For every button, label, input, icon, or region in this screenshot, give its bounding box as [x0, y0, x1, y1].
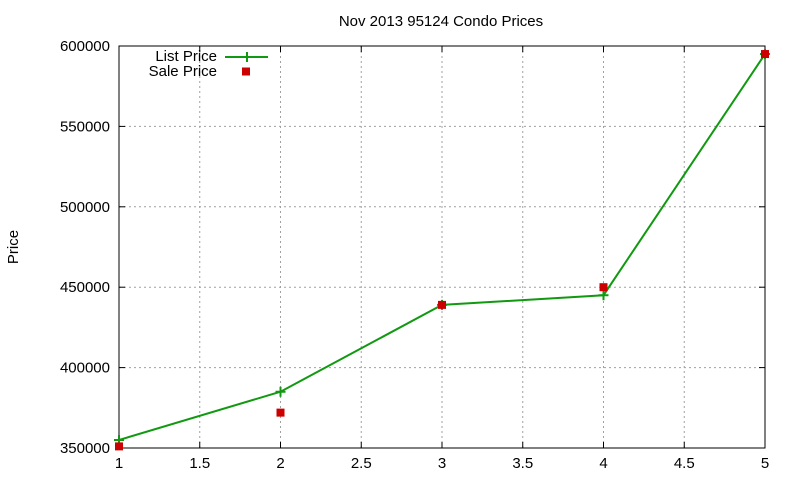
legend-label-list-price: List Price: [155, 48, 217, 65]
sale-price-point: [276, 408, 285, 417]
y-axis-label: Price: [5, 230, 22, 264]
legend-square-marker: [242, 67, 250, 76]
axis-ticks: 1 1.5 2 2.5 3 3.5 4 4.5 5 350000 400000 450000 50000…: [60, 38, 769, 472]
x-tick-label: 1: [115, 455, 123, 472]
legend-entry-sale-price: Sale Price: [149, 63, 250, 80]
x-tick-label: 1.5: [189, 455, 210, 472]
list-price-point: [598, 290, 609, 301]
sale-price-point: [599, 283, 608, 292]
y-tick-label: 400000: [60, 360, 110, 377]
list-price-point: [275, 386, 286, 397]
legend-label-sale-price: Sale Price: [149, 63, 217, 80]
sale-price-point: [761, 50, 769, 59]
sale-price-point: [115, 442, 123, 451]
legend: List Price Sale Price: [149, 48, 268, 80]
y-tick-label: 500000: [60, 199, 110, 216]
x-tick-label: 4.5: [674, 455, 695, 472]
x-tick-label: 3: [438, 455, 446, 472]
x-tick-label: 4: [599, 455, 607, 472]
x-tick-label: 2: [276, 455, 284, 472]
grid-lines: [119, 46, 765, 448]
x-tick-label: 2.5: [351, 455, 372, 472]
legend-plus-marker: [242, 52, 252, 62]
y-tick-label: 350000: [60, 440, 110, 457]
data-series: [114, 49, 770, 451]
legend-entry-list-price: List Price: [155, 48, 268, 65]
y-tick-label: 550000: [60, 118, 110, 135]
x-tick-label: 3.5: [512, 455, 533, 472]
chart-title: Nov 2013 95124 Condo Prices: [339, 13, 543, 30]
x-tick-label: 5: [761, 455, 769, 472]
sale-price-point: [438, 300, 446, 309]
y-tick-label: 600000: [60, 38, 110, 55]
y-tick-label: 450000: [60, 279, 110, 296]
